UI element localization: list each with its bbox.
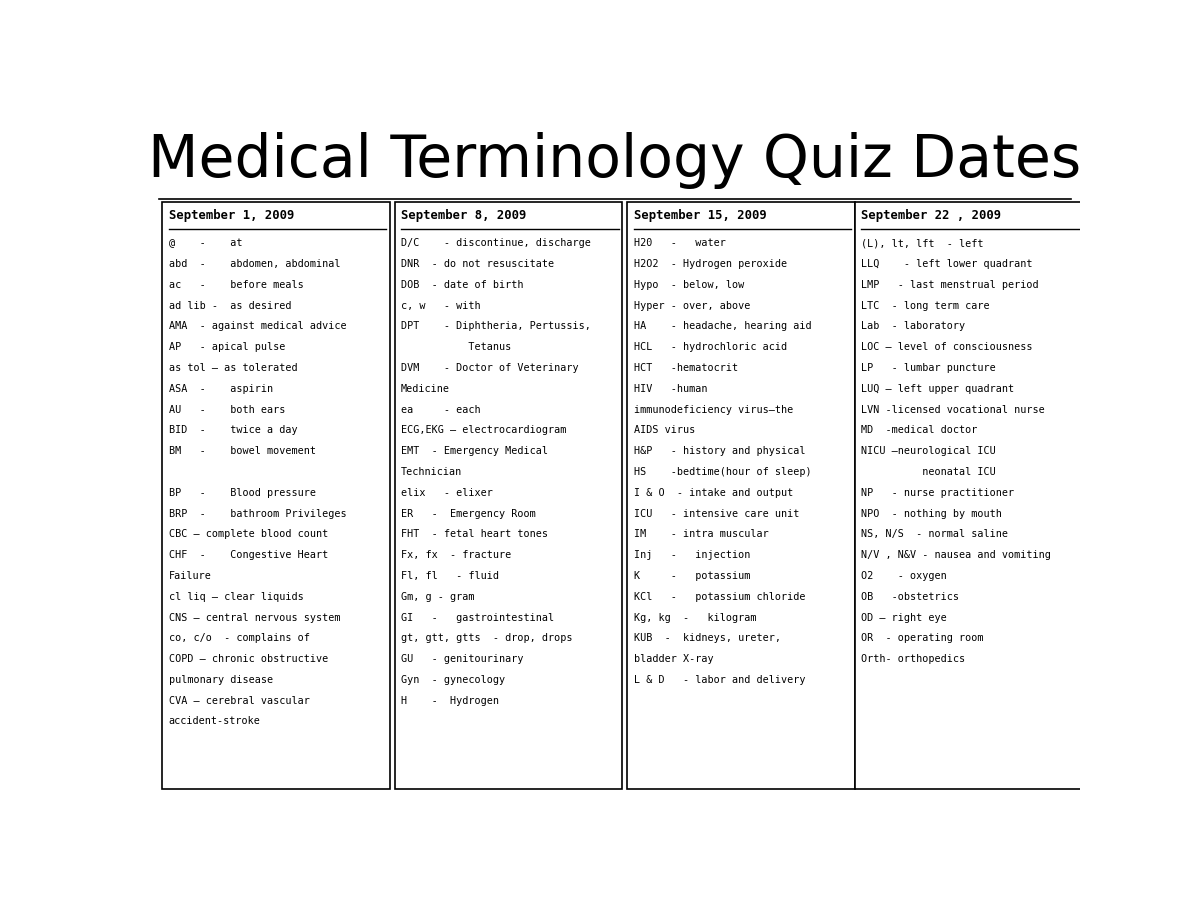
Text: elix   - elixer: elix - elixer [401, 488, 493, 498]
Text: HA    - headache, hearing aid: HA - headache, hearing aid [634, 321, 811, 331]
Text: IM    - intra muscular: IM - intra muscular [634, 529, 768, 539]
Text: Inj   -   injection: Inj - injection [634, 550, 750, 560]
Text: Medicine: Medicine [401, 383, 450, 394]
Text: CBC – complete blood count: CBC – complete blood count [168, 529, 328, 539]
Text: NP   - nurse practitioner: NP - nurse practitioner [862, 488, 1014, 498]
Text: NICU –neurological ICU: NICU –neurological ICU [862, 446, 996, 456]
Text: Fx, fx  - fracture: Fx, fx - fracture [401, 550, 511, 560]
Text: (L), lt, lft  - left: (L), lt, lft - left [862, 238, 984, 248]
Text: September 22 , 2009: September 22 , 2009 [862, 209, 1002, 222]
Text: Lab  - laboratory: Lab - laboratory [862, 321, 966, 331]
Text: DNR  - do not resuscitate: DNR - do not resuscitate [401, 259, 554, 269]
FancyBboxPatch shape [628, 202, 854, 788]
Text: Fl, fl   - fluid: Fl, fl - fluid [401, 571, 499, 580]
Text: H&P   - history and physical: H&P - history and physical [634, 446, 805, 456]
Text: MD  -medical doctor: MD -medical doctor [862, 426, 978, 436]
Text: HIV   -human: HIV -human [634, 383, 707, 394]
Text: September 8, 2009: September 8, 2009 [401, 209, 527, 222]
FancyBboxPatch shape [854, 202, 1082, 788]
Text: DVM    - Doctor of Veterinary: DVM - Doctor of Veterinary [401, 363, 578, 373]
Text: Gyn  - gynecology: Gyn - gynecology [401, 675, 505, 685]
Text: c, w   - with: c, w - with [401, 301, 481, 310]
Text: LOC – level of consciousness: LOC – level of consciousness [862, 342, 1033, 352]
Text: abd  -    abdomen, abdominal: abd - abdomen, abdominal [168, 259, 340, 269]
Text: H2O2  - Hydrogen peroxide: H2O2 - Hydrogen peroxide [634, 259, 787, 269]
Text: COPD – chronic obstructive: COPD – chronic obstructive [168, 654, 328, 664]
Text: AU   -    both ears: AU - both ears [168, 405, 284, 415]
Text: Technician: Technician [401, 467, 462, 477]
Text: LMP   - last menstrual period: LMP - last menstrual period [862, 280, 1039, 290]
Text: BID  -    twice a day: BID - twice a day [168, 426, 298, 436]
Text: CNS – central nervous system: CNS – central nervous system [168, 613, 340, 623]
Text: ER   -  Emergency Room: ER - Emergency Room [401, 508, 536, 518]
Text: OR  - operating room: OR - operating room [862, 634, 984, 643]
Text: September 15, 2009: September 15, 2009 [634, 209, 767, 222]
Text: ECG,EKG – electrocardiogram: ECG,EKG – electrocardiogram [401, 426, 566, 436]
Text: immunodeficiency virus—the: immunodeficiency virus—the [634, 405, 793, 415]
Text: EMT  - Emergency Medical: EMT - Emergency Medical [401, 446, 548, 456]
Text: GU   - genitourinary: GU - genitourinary [401, 654, 523, 664]
Text: OB   -obstetrics: OB -obstetrics [862, 591, 960, 602]
Text: Tetanus: Tetanus [401, 342, 511, 352]
Text: Medical Terminology Quiz Dates: Medical Terminology Quiz Dates [149, 132, 1081, 189]
Text: DPT    - Diphtheria, Pertussis,: DPT - Diphtheria, Pertussis, [401, 321, 590, 331]
Text: Hypo  - below, low: Hypo - below, low [634, 280, 744, 290]
Text: as tol – as tolerated: as tol – as tolerated [168, 363, 298, 373]
Text: ac   -    before meals: ac - before meals [168, 280, 304, 290]
Text: Kg, kg  -   kilogram: Kg, kg - kilogram [634, 613, 756, 623]
Text: LUQ – left upper quadrant: LUQ – left upper quadrant [862, 383, 1014, 394]
Text: AIDS virus: AIDS virus [634, 426, 695, 436]
Text: September 1, 2009: September 1, 2009 [168, 209, 294, 222]
Text: OD – right eye: OD – right eye [862, 613, 947, 623]
Text: LP   - lumbar puncture: LP - lumbar puncture [862, 363, 996, 373]
Text: HCT   -hematocrit: HCT -hematocrit [634, 363, 738, 373]
Text: D/C    - discontinue, discharge: D/C - discontinue, discharge [401, 238, 590, 248]
FancyBboxPatch shape [162, 202, 390, 788]
Text: DOB  - date of birth: DOB - date of birth [401, 280, 523, 290]
Text: BRP  -    bathroom Privileges: BRP - bathroom Privileges [168, 508, 347, 518]
Text: accident-stroke: accident-stroke [168, 716, 260, 726]
Text: BM   -    bowel movement: BM - bowel movement [168, 446, 316, 456]
Text: AMA  - against medical advice: AMA - against medical advice [168, 321, 347, 331]
Text: GI   -   gastrointestinal: GI - gastrointestinal [401, 613, 554, 623]
FancyBboxPatch shape [395, 202, 623, 788]
Text: HCL   - hydrochloric acid: HCL - hydrochloric acid [634, 342, 787, 352]
Text: LVN -licensed vocational nurse: LVN -licensed vocational nurse [862, 405, 1045, 415]
Text: FHT  - fetal heart tones: FHT - fetal heart tones [401, 529, 548, 539]
Text: CHF  -    Congestive Heart: CHF - Congestive Heart [168, 550, 328, 560]
Text: BP   -    Blood pressure: BP - Blood pressure [168, 488, 316, 498]
Text: N/V , N&V - nausea and vomiting: N/V , N&V - nausea and vomiting [862, 550, 1051, 560]
Text: @    -    at: @ - at [168, 238, 242, 248]
Text: ea     - each: ea - each [401, 405, 481, 415]
Text: O2    - oxygen: O2 - oxygen [862, 571, 947, 580]
Text: L & D   - labor and delivery: L & D - labor and delivery [634, 675, 805, 685]
Text: ICU   - intensive care unit: ICU - intensive care unit [634, 508, 799, 518]
Text: LTC  - long term care: LTC - long term care [862, 301, 990, 310]
Text: KCl   -   potassium chloride: KCl - potassium chloride [634, 591, 805, 602]
Text: KUB  -  kidneys, ureter,: KUB - kidneys, ureter, [634, 634, 781, 643]
Text: neonatal ICU: neonatal ICU [862, 467, 996, 477]
Text: H    -  Hydrogen: H - Hydrogen [401, 696, 499, 706]
Text: CVA – cerebral vascular: CVA – cerebral vascular [168, 696, 310, 706]
Text: cl liq – clear liquids: cl liq – clear liquids [168, 591, 304, 602]
Text: NPO  - nothing by mouth: NPO - nothing by mouth [862, 508, 1002, 518]
Text: Orth- orthopedics: Orth- orthopedics [862, 654, 966, 664]
Text: LLQ    - left lower quadrant: LLQ - left lower quadrant [862, 259, 1033, 269]
Text: gt, gtt, gtts  - drop, drops: gt, gtt, gtts - drop, drops [401, 634, 572, 643]
Text: Failure: Failure [168, 571, 211, 580]
Text: bladder X-ray: bladder X-ray [634, 654, 713, 664]
Text: ad lib -  as desired: ad lib - as desired [168, 301, 292, 310]
Text: co, c/o  - complains of: co, c/o - complains of [168, 634, 310, 643]
Text: pulmonary disease: pulmonary disease [168, 675, 272, 685]
Text: K     -   potassium: K - potassium [634, 571, 750, 580]
Text: ASA  -    aspirin: ASA - aspirin [168, 383, 272, 394]
Text: Hyper - over, above: Hyper - over, above [634, 301, 750, 310]
Text: H20   -   water: H20 - water [634, 238, 726, 248]
Text: Gm, g - gram: Gm, g - gram [401, 591, 475, 602]
Text: NS, N/S  - normal saline: NS, N/S - normal saline [862, 529, 1008, 539]
Text: I & O  - intake and output: I & O - intake and output [634, 488, 793, 498]
Text: AP   - apical pulse: AP - apical pulse [168, 342, 284, 352]
Text: HS    -bedtime(hour of sleep): HS -bedtime(hour of sleep) [634, 467, 811, 477]
